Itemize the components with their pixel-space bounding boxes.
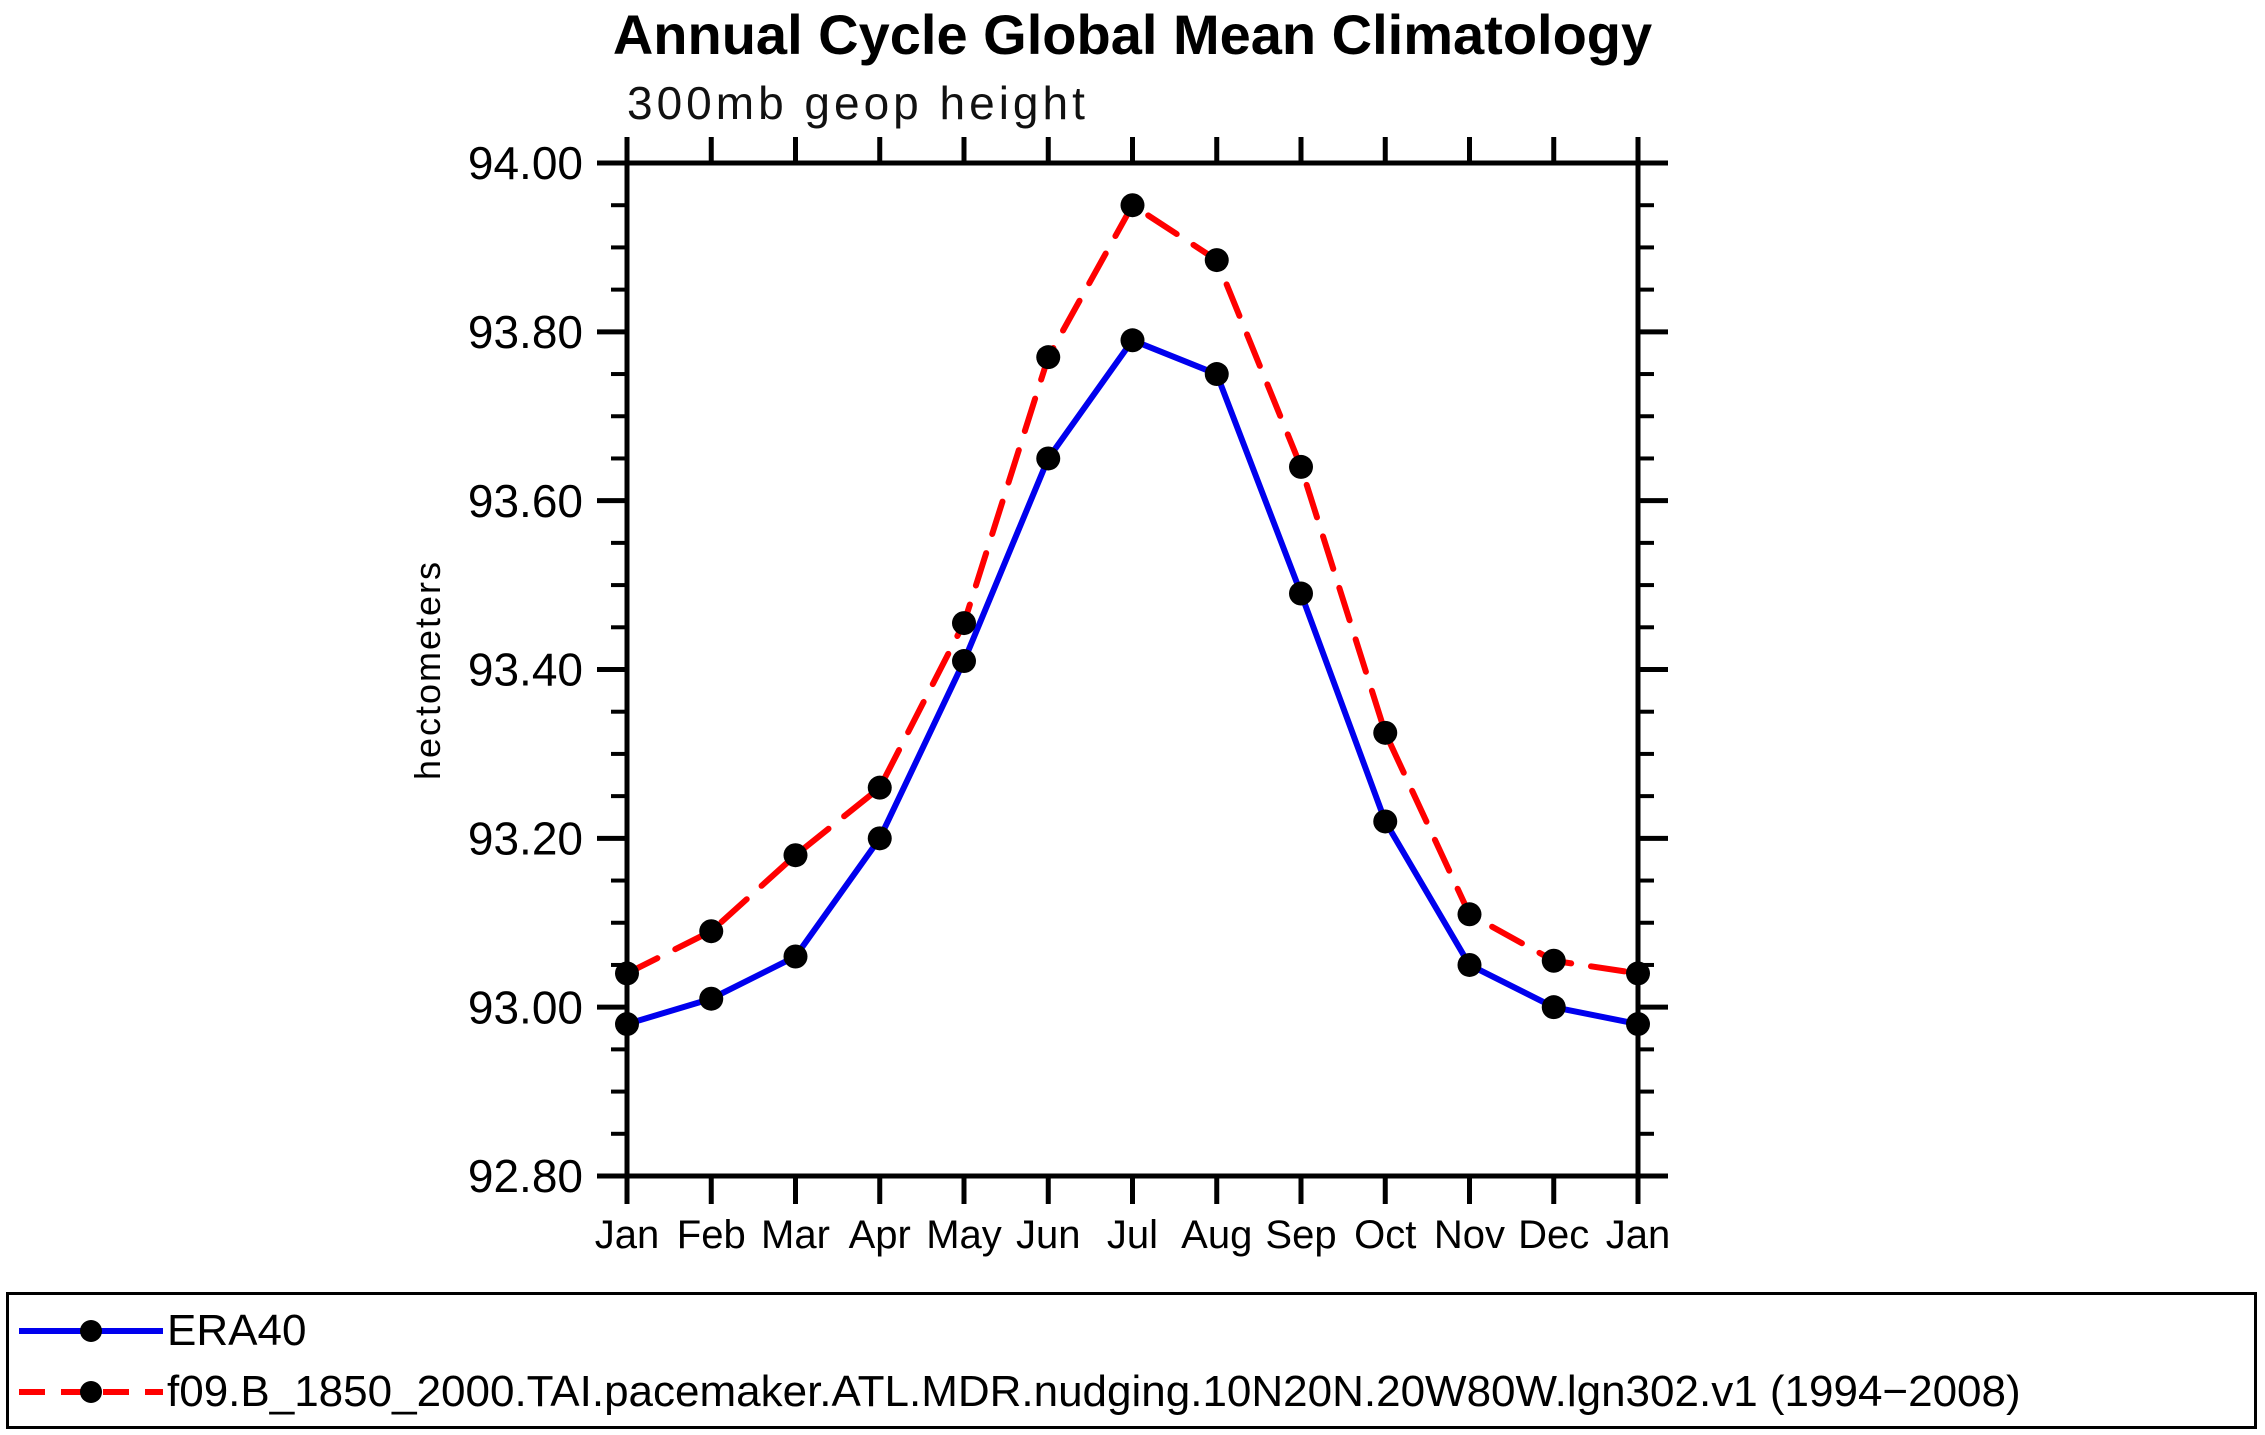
x-tick-label: Dec [1518,1213,1589,1257]
y-axis-ticks [597,160,1668,1179]
x-tick-label: Mar [761,1213,830,1257]
x-tick-label: Nov [1434,1213,1505,1257]
x-tick-label: Apr [849,1213,911,1257]
x-tick-label: Aug [1181,1213,1252,1257]
y-tick-label: 93.00 [468,981,583,1033]
legend: ERA40 f09.B_1850_2000.TAI.pacemaker.ATL.… [6,1292,2257,1429]
y-tick-label: 93.80 [468,306,583,358]
x-tick-label: Jan [595,1213,660,1257]
x-tick-label: Feb [677,1213,746,1257]
x-axis-ticks [624,137,1641,1204]
legend-label-model: f09.B_1850_2000.TAI.pacemaker.ATL.MDR.nu… [167,1367,2021,1416]
chart-title: Annual Cycle Global Mean Climatology [612,3,1653,66]
legend-item-era40: ERA40 [15,1306,306,1356]
y-tick-label: 94.00 [468,137,583,189]
y-tick-label: 93.60 [468,475,583,527]
series-markers-0 [615,328,1650,1037]
series-markers-1 [615,193,1650,986]
plot-frame [624,160,1641,1179]
y-tick-label: 93.40 [468,644,583,696]
legend-label-era40: ERA40 [167,1306,307,1355]
x-tick-label: Jun [1016,1213,1081,1257]
x-tick-label: Sep [1265,1213,1336,1257]
era40-line-swatch [19,1320,163,1342]
x-tick-labels: Jan Feb Mar Apr May Jun Jul Aug Sep Oct Nov Dec Jan [595,1213,1671,1257]
x-tick-label: Oct [1354,1213,1416,1257]
x-tick-label: May [926,1213,1002,1257]
x-tick-label: Jan [1606,1213,1671,1257]
chart-subtitle: 300mb geop height [627,77,1089,129]
series-line-0 [624,337,1641,1028]
x-tick-label: Jul [1107,1213,1158,1257]
series-line-1 [624,202,1641,977]
legend-item-model: f09.B_1850_2000.TAI.pacemaker.ATL.MDR.nu… [15,1367,2021,1417]
y-tick-labels: 94.00 93.80 93.60 93.40 93.20 93.00 92.80 [468,137,583,1202]
y-tick-label: 93.20 [468,812,583,864]
y-tick-label: 92.80 [468,1150,583,1202]
model-line-swatch [19,1381,163,1403]
